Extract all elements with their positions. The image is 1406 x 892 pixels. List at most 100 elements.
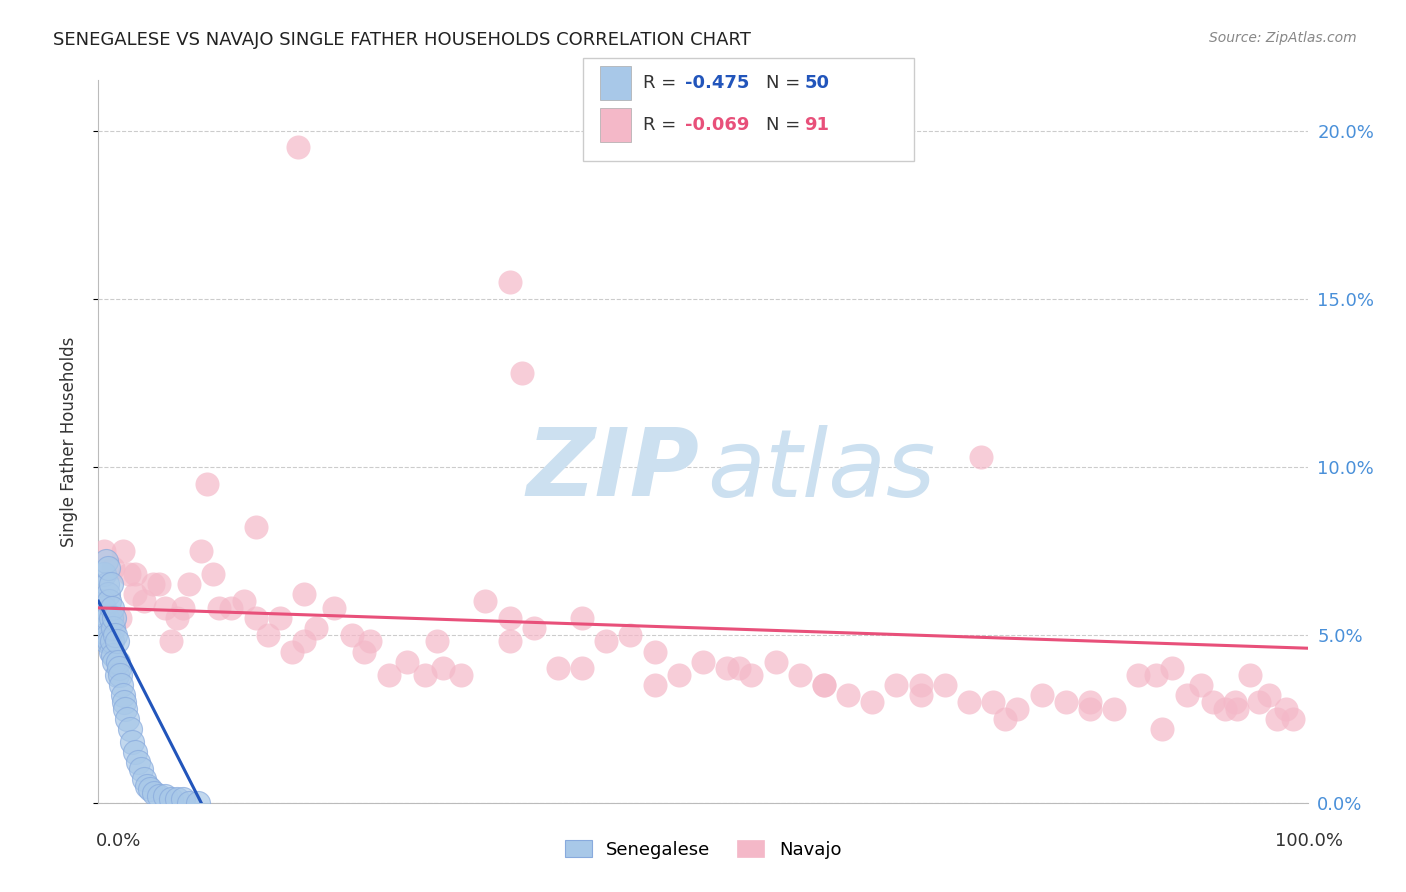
Text: ZIP: ZIP [526, 425, 699, 516]
Point [166, 792, 188, 806]
Text: 50: 50 [804, 74, 830, 92]
Point [1102, 702, 1125, 716]
Point [108, 668, 131, 682]
Point [619, 628, 641, 642]
Point [100, 611, 122, 625]
Point [1007, 702, 1029, 716]
Point [103, 655, 125, 669]
Point [1189, 678, 1212, 692]
Point [1175, 688, 1198, 702]
Point [112, 695, 135, 709]
Point [91, 594, 114, 608]
Point [813, 678, 835, 692]
Point [1202, 695, 1225, 709]
Point [148, 789, 170, 803]
Point [179, 796, 201, 810]
Point [323, 600, 346, 615]
Point [195, 476, 218, 491]
Point [1031, 688, 1053, 702]
Text: SENEGALESE VS NAVAJO SINGLE FATHER HOUSEHOLDS CORRELATION CHART: SENEGALESE VS NAVAJO SINGLE FATHER HOUSE… [53, 31, 751, 49]
Point [1275, 702, 1298, 716]
Point [124, 745, 146, 759]
Point [139, 782, 162, 797]
Point [114, 702, 136, 716]
Point [432, 661, 454, 675]
Text: atlas: atlas [707, 425, 935, 516]
Point [571, 661, 593, 675]
Point [498, 634, 520, 648]
Point [426, 634, 449, 648]
Point [93, 600, 115, 615]
Point [179, 577, 201, 591]
Point [117, 712, 139, 726]
Point [143, 786, 166, 800]
Point [740, 668, 762, 682]
Point [172, 792, 194, 806]
Point [571, 611, 593, 625]
Point [395, 655, 418, 669]
Point [1267, 712, 1289, 726]
Point [287, 140, 309, 154]
Point [96, 611, 118, 625]
Point [1078, 695, 1101, 709]
Point [716, 661, 738, 675]
Legend: Senegalese, Navajo: Senegalese, Navajo [557, 833, 849, 866]
Point [153, 789, 176, 803]
Point [1226, 702, 1249, 716]
Point [153, 600, 176, 615]
Point [97, 560, 120, 574]
Point [269, 611, 291, 625]
Point [97, 628, 120, 642]
Point [510, 366, 533, 380]
Point [1223, 695, 1246, 709]
Point [981, 695, 1004, 709]
Text: Source: ZipAtlas.com: Source: ZipAtlas.com [1209, 31, 1357, 45]
Point [292, 634, 315, 648]
Point [256, 628, 278, 642]
Point [1128, 668, 1150, 682]
Point [202, 567, 225, 582]
Point [124, 587, 146, 601]
Point [342, 628, 364, 642]
Point [100, 634, 122, 648]
Point [166, 611, 188, 625]
Point [134, 594, 156, 608]
Point [118, 567, 141, 582]
Point [910, 678, 932, 692]
Point [789, 668, 811, 682]
Point [160, 792, 183, 806]
Text: -0.069: -0.069 [685, 116, 749, 134]
Point [934, 678, 956, 692]
Point [245, 520, 267, 534]
Point [668, 668, 690, 682]
Point [129, 762, 152, 776]
Text: R =: R = [643, 74, 682, 92]
Point [837, 688, 859, 702]
Point [994, 712, 1017, 726]
Point [103, 611, 125, 625]
Point [111, 688, 134, 702]
Point [1161, 661, 1184, 675]
Point [101, 560, 124, 574]
Point [208, 600, 231, 615]
Point [292, 587, 315, 601]
Point [111, 543, 134, 558]
Point [474, 594, 496, 608]
Point [1282, 712, 1305, 726]
Point [148, 577, 170, 591]
Point [91, 611, 114, 625]
Point [97, 587, 120, 601]
Point [644, 644, 666, 658]
Point [101, 621, 124, 635]
Point [108, 661, 131, 675]
Point [523, 621, 546, 635]
Point [187, 796, 209, 810]
Text: N =: N = [766, 74, 806, 92]
Point [142, 577, 165, 591]
Point [93, 628, 115, 642]
Point [160, 634, 183, 648]
Point [353, 644, 375, 658]
Point [118, 722, 141, 736]
Text: 100.0%: 100.0% [1275, 831, 1343, 849]
Point [728, 661, 751, 675]
